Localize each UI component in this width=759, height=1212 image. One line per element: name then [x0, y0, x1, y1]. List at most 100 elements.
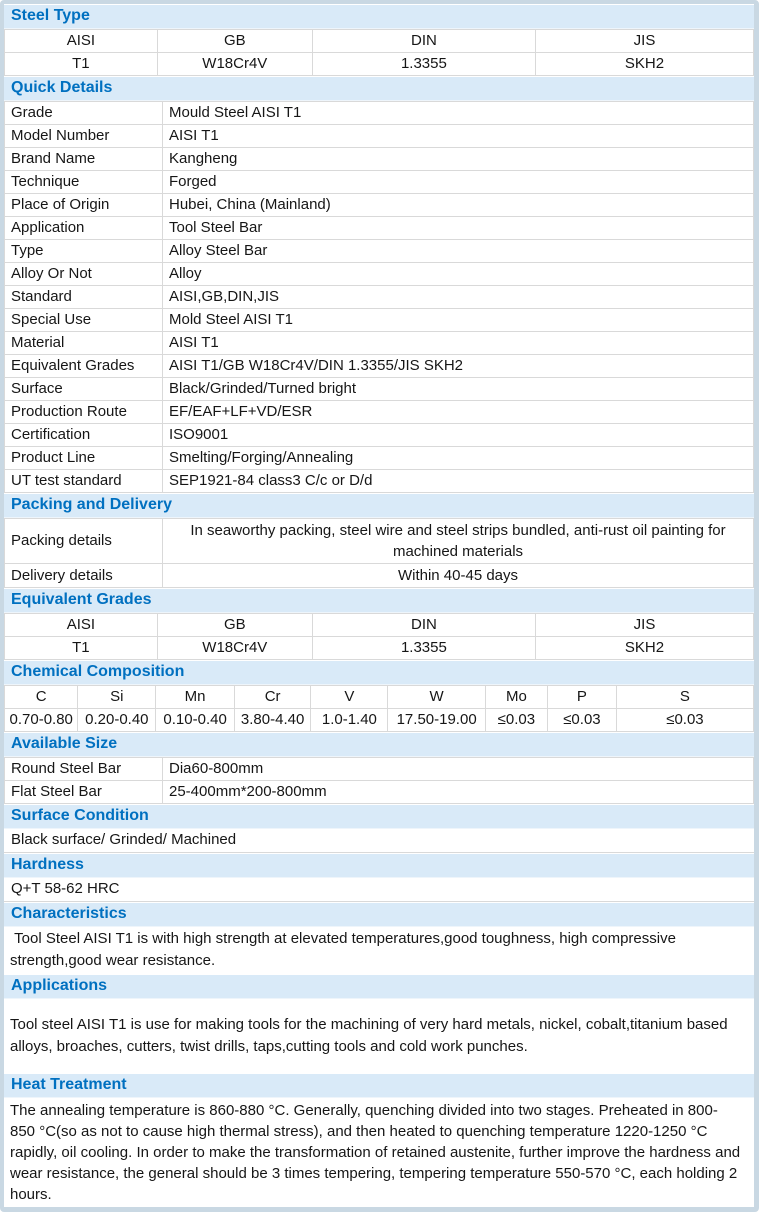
detail-label: Alloy Or Not [4, 262, 163, 286]
element-col-header: W [387, 685, 486, 709]
steel-type-value: W18Cr4V [156, 52, 313, 76]
table-row: Packing details In seaworthy packing, st… [4, 518, 754, 564]
table-row: Place of Origin Hubei, China (Mainland) [4, 193, 754, 217]
surface-condition-text: Black surface/ Grinded/ Machined [4, 829, 754, 853]
size-label: Flat Steel Bar [4, 780, 163, 804]
detail-label: Place of Origin [4, 193, 163, 217]
steel-type-value: SKH2 [535, 52, 754, 76]
table-row: AISI GB DIN JIS [4, 29, 754, 53]
element-range: ≤0.03 [615, 708, 754, 732]
table-row: Delivery details Within 40-45 days [4, 563, 754, 588]
section-header-packing-delivery: Packing and Delivery [4, 493, 754, 518]
detail-value: In seaworthy packing, steel wire and ste… [162, 518, 754, 564]
packing-delivery-table: Packing details In seaworthy packing, st… [4, 518, 754, 588]
size-label: Round Steel Bar [4, 757, 163, 781]
element-range: 0.70-0.80 [4, 708, 79, 732]
detail-value: AISI,GB,DIN,JIS [162, 285, 754, 309]
characteristics-text: Tool Steel AISI T1 is with high strength… [10, 930, 681, 969]
size-value: Dia60-800mm [162, 757, 754, 781]
grade-col-header: GB [156, 613, 313, 637]
table-row: Special Use Mold Steel AISI T1 [4, 308, 754, 332]
table-row: Material AISI T1 [4, 331, 754, 355]
grade-value: SKH2 [535, 636, 754, 660]
element-col-header: Cr [233, 685, 312, 709]
element-col-header: C [4, 685, 79, 709]
detail-value: Hubei, China (Mainland) [162, 193, 754, 217]
table-row: Flat Steel Bar 25-400mm*200-800mm [4, 780, 754, 804]
element-col-header: S [615, 685, 754, 709]
detail-value: Alloy [162, 262, 754, 286]
detail-value: Within 40-45 days [162, 563, 754, 588]
hardness-text: Q+T 58-62 HRC [4, 878, 754, 902]
table-row: Production Route EF/EAF+LF+VD/ESR [4, 400, 754, 424]
size-value: 25-400mm*200-800mm [162, 780, 754, 804]
quick-details-table: Grade Mould Steel AISI T1 Model Number AIS… [4, 101, 754, 493]
heat-treatment-text: The annealing temperature is 860-880 °C.… [10, 1102, 745, 1203]
table-row: Surface Black/Grinded/Turned bright [4, 377, 754, 401]
element-col-header: V [310, 685, 389, 709]
detail-label: Surface [4, 377, 163, 401]
element-col-header: Mo [484, 685, 548, 709]
table-row: UT test standard SEP1921-84 class3 C/c or… [4, 469, 754, 493]
section-header-surface-condition: Surface Condition [4, 804, 754, 829]
detail-value: AISI T1 [162, 331, 754, 355]
equivalent-grades-table: AISI GB DIN JIS T1 W18Cr4V 1.3355 SKH2 [4, 613, 754, 660]
section-header-quick-details: Quick Details [4, 76, 754, 101]
detail-value: Kangheng [162, 147, 754, 171]
detail-label: Standard [4, 285, 163, 309]
detail-value: SEP1921-84 class3 C/c or D/d [162, 469, 754, 493]
element-range: 3.80-4.40 [233, 708, 312, 732]
detail-label: Type [4, 239, 163, 263]
section-header-available-size: Available Size [4, 732, 754, 757]
table-row: Equivalent Grades AISI T1/GB W18Cr4V/DIN … [4, 354, 754, 378]
table-row: Product Line Smelting/Forging/Annealing [4, 446, 754, 470]
detail-value: Mould Steel AISI T1 [162, 101, 754, 125]
table-row: T1 W18Cr4V 1.3355 SKH2 [4, 636, 754, 660]
detail-label: Product Line [4, 446, 163, 470]
steel-type-table: AISI GB DIN JIS T1 W18Cr4V 1.3355 SKH2 [4, 29, 754, 76]
detail-label: Packing details [4, 518, 163, 564]
grade-value: 1.3355 [311, 636, 537, 660]
chemical-composition-table: C Si Mn Cr V W Mo P S 0.70-0.80 0.20-0.4… [4, 685, 754, 732]
detail-value: ISO9001 [162, 423, 754, 447]
table-row: Alloy Or Not Alloy [4, 262, 754, 286]
grade-col-header: DIN [311, 613, 537, 637]
detail-value: Mold Steel AISI T1 [162, 308, 754, 332]
detail-value: Alloy Steel Bar [162, 239, 754, 263]
element-range: 0.10-0.40 [155, 708, 235, 732]
table-row: Model Number AISI T1 [4, 124, 754, 148]
detail-label: UT test standard [4, 469, 163, 493]
section-header-chemical-composition: Chemical Composition [4, 660, 754, 685]
grade-value: T1 [4, 636, 158, 660]
section-header-characteristics: Characteristics [4, 902, 754, 927]
available-size-table: Round Steel Bar Dia60-800mm Flat Steel B… [4, 757, 754, 804]
detail-value: Smelting/Forging/Annealing [162, 446, 754, 470]
detail-label: Delivery details [4, 563, 163, 588]
steel-type-value: 1.3355 [311, 52, 537, 76]
detail-label: Technique [4, 170, 163, 194]
table-row: Standard AISI,GB,DIN,JIS [4, 285, 754, 309]
steel-type-col-header: DIN [311, 29, 537, 53]
table-row: Technique Forged [4, 170, 754, 194]
table-row: Round Steel Bar Dia60-800mm [4, 757, 754, 781]
detail-label: Grade [4, 101, 163, 125]
detail-label: Certification [4, 423, 163, 447]
element-col-header: P [546, 685, 617, 709]
detail-value: Black/Grinded/Turned bright [162, 377, 754, 401]
table-row: Type Alloy Steel Bar [4, 239, 754, 263]
applications-text: Tool steel AISI T1 is use for making too… [10, 1016, 732, 1055]
table-row: Brand Name Kangheng [4, 147, 754, 171]
element-range: 1.0-1.40 [310, 708, 389, 732]
section-header-heat-treatment: Heat Treatment [4, 1073, 754, 1098]
steel-type-col-header: AISI [4, 29, 158, 53]
element-col-header: Si [77, 685, 157, 709]
grade-value: W18Cr4V [156, 636, 313, 660]
detail-label: Production Route [4, 400, 163, 424]
detail-value: AISI T1 [162, 124, 754, 148]
element-range: ≤0.03 [546, 708, 617, 732]
steel-type-value: T1 [4, 52, 158, 76]
detail-value: Tool Steel Bar [162, 216, 754, 240]
element-col-header: Mn [155, 685, 235, 709]
steel-type-col-header: GB [156, 29, 313, 53]
